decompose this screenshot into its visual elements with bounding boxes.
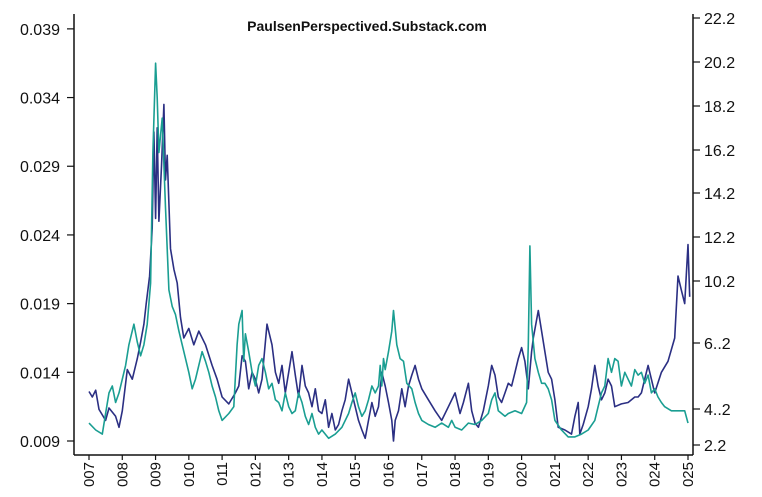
x-tick-label: 015 — [347, 462, 364, 487]
x-tick-label: 012 — [247, 462, 264, 487]
series-layer — [88, 62, 691, 442]
right-tick-label: 10.2 — [704, 274, 735, 291]
left-tick-label: 0.019 — [20, 297, 60, 314]
right-tick-label: 18.2 — [704, 99, 735, 116]
left-tick-label: 0.024 — [20, 228, 60, 245]
x-tick-label: 016 — [381, 462, 398, 487]
x-tick-label: 019 — [480, 462, 497, 487]
x-tick-label: 017 — [414, 462, 431, 487]
x-tick-label: 010 — [181, 462, 198, 487]
left-axis-ticks: 0.009 0.014 0.019 0.024 0.029 0.034 0.039 — [20, 22, 74, 451]
x-tick-label: 008 — [114, 462, 131, 487]
left-tick-label: 0.039 — [20, 22, 60, 39]
x-tick-label: 023 — [613, 462, 630, 487]
x-tick-label: 024 — [647, 462, 664, 487]
series-line-1 — [88, 103, 691, 442]
x-tick-label: 009 — [148, 462, 165, 487]
right-tick-label: 4..2 — [704, 402, 731, 419]
left-tick-label: 0.029 — [20, 159, 60, 176]
right-tick-label: 6..2 — [704, 336, 731, 353]
right-tick-label: 2.2 — [704, 438, 726, 455]
x-tick-label: 022 — [580, 462, 597, 487]
right-tick-label: 22.2 — [704, 11, 735, 28]
series-line-2 — [88, 62, 689, 440]
x-tick-label: 021 — [547, 462, 564, 487]
x-tick-label: 014 — [314, 462, 331, 487]
x-axis-ticks: 007 008 009 010 011 012 013 014 015 016 017 018 019 0… — [81, 455, 697, 487]
right-tick-label: 20.2 — [704, 55, 735, 72]
x-tick-label: 020 — [514, 462, 531, 487]
x-tick-label: 011 — [214, 462, 231, 486]
left-tick-label: 0.014 — [20, 365, 60, 382]
left-tick-label: 0.009 — [20, 434, 60, 451]
left-tick-label: 0.034 — [20, 91, 60, 108]
right-axis-ticks: 2.2 4..2 6..2 10.2 12.2 14.2 16.2 18.2 20.2 22.2 — [693, 11, 735, 455]
x-tick-label: 007 — [81, 462, 98, 487]
x-tick-label: 013 — [281, 462, 298, 487]
right-tick-label: 12.2 — [704, 230, 735, 247]
right-tick-label: 16.2 — [704, 143, 735, 160]
x-tick-label: 018 — [447, 462, 464, 487]
watermark-text: PaulsenPerspectived.Substack.com — [247, 18, 487, 34]
x-tick-label: 025 — [680, 462, 697, 487]
right-tick-label: 14.2 — [704, 186, 735, 203]
